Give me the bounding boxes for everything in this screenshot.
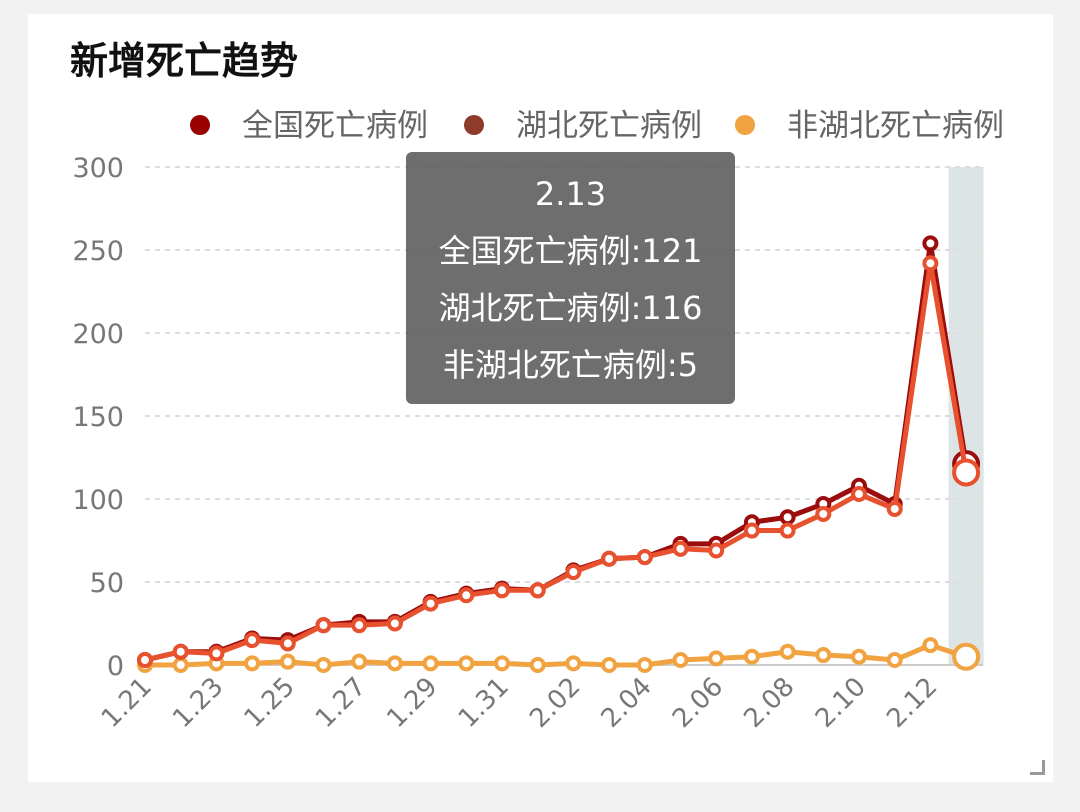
x-tick-label: 2.12 <box>881 672 943 734</box>
legend-marker-icon[interactable] <box>464 115 484 135</box>
data-point[interactable] <box>494 582 510 599</box>
y-tick-label: 100 <box>72 485 124 516</box>
x-tick-label: 1.31 <box>453 672 515 734</box>
data-point[interactable] <box>279 653 296 670</box>
data-point[interactable] <box>743 522 760 539</box>
data-point[interactable] <box>244 632 261 649</box>
legend-marker-icon[interactable] <box>190 115 210 135</box>
data-point[interactable] <box>672 652 689 669</box>
data-point[interactable] <box>815 505 832 522</box>
x-tick-label: 1.29 <box>381 672 443 734</box>
data-point[interactable] <box>636 549 653 566</box>
legend-label[interactable]: 全国死亡病例 <box>242 108 428 144</box>
y-tick-label: 0 <box>107 651 124 682</box>
data-point[interactable] <box>851 648 867 665</box>
data-point[interactable] <box>815 647 832 664</box>
data-point[interactable] <box>636 657 653 673</box>
data-point[interactable] <box>244 655 261 672</box>
data-point[interactable] <box>886 652 903 669</box>
data-point[interactable] <box>458 587 475 604</box>
legend-label[interactable]: 非湖北死亡病例 <box>787 108 1004 144</box>
data-point[interactable] <box>743 648 760 665</box>
data-point[interactable] <box>529 657 546 673</box>
y-tick-label: 150 <box>72 402 124 433</box>
data-point[interactable] <box>565 655 582 672</box>
data-point[interactable] <box>672 540 689 557</box>
data-point[interactable] <box>886 500 903 517</box>
data-point[interactable] <box>208 645 225 662</box>
tooltip: 2.13 全国死亡病例:121 湖北死亡病例:116 非湖北死亡病例:5 <box>406 152 735 404</box>
y-tick-label: 300 <box>72 153 124 184</box>
legend-label[interactable]: 湖北死亡病例 <box>516 108 702 144</box>
tooltip-title: 2.13 <box>534 175 607 213</box>
x-tick-label: 2.08 <box>738 672 800 734</box>
legend-marker-icon[interactable] <box>735 115 755 135</box>
data-point[interactable] <box>315 617 332 634</box>
x-tick-label: 1.27 <box>310 672 372 734</box>
data-point[interactable] <box>708 650 725 667</box>
data-point[interactable] <box>922 235 939 252</box>
data-point[interactable] <box>952 458 981 487</box>
data-point[interactable] <box>494 655 510 672</box>
data-point[interactable] <box>172 657 189 673</box>
data-point[interactable] <box>315 657 332 673</box>
data-point[interactable] <box>601 550 618 567</box>
x-tick-label: 1.21 <box>96 672 158 734</box>
data-point[interactable] <box>279 635 296 652</box>
resize-handle-icon[interactable] <box>1030 760 1045 775</box>
x-tick-label: 2.04 <box>596 672 658 734</box>
data-point[interactable] <box>529 582 546 599</box>
data-point[interactable] <box>922 637 939 654</box>
y-tick-label: 50 <box>90 568 124 599</box>
tooltip-line: 全国死亡病例:121 <box>438 232 703 270</box>
data-point[interactable] <box>422 655 439 672</box>
data-point[interactable] <box>708 542 725 559</box>
y-tick-label: 200 <box>72 319 124 350</box>
chart-title: 新增死亡趋势 <box>70 39 299 83</box>
x-tick-label: 1.23 <box>167 672 229 734</box>
tooltip-line: 湖北死亡病例:116 <box>438 289 703 327</box>
y-tick-label: 250 <box>72 236 124 267</box>
data-point[interactable] <box>422 595 439 612</box>
data-point[interactable] <box>851 486 867 503</box>
data-point[interactable] <box>386 655 403 672</box>
data-point[interactable] <box>601 657 618 673</box>
data-point[interactable] <box>779 509 796 526</box>
x-tick-label: 2.06 <box>667 672 729 734</box>
data-point[interactable] <box>458 655 475 672</box>
data-point[interactable] <box>922 255 939 272</box>
data-point[interactable] <box>779 643 796 660</box>
x-tick-label: 1.25 <box>239 672 301 734</box>
data-point[interactable] <box>952 642 981 671</box>
x-tick-label: 2.02 <box>524 672 586 734</box>
data-point[interactable] <box>779 522 796 539</box>
series-line-2 <box>145 642 967 668</box>
data-point[interactable] <box>351 617 368 634</box>
x-tick-label: 2.10 <box>810 672 872 734</box>
data-point[interactable] <box>137 652 153 669</box>
tooltip-line: 非湖北死亡病例:5 <box>442 346 699 384</box>
data-point[interactable] <box>565 564 582 581</box>
data-point[interactable] <box>386 615 403 632</box>
data-point[interactable] <box>351 653 368 670</box>
data-point[interactable] <box>172 643 189 660</box>
